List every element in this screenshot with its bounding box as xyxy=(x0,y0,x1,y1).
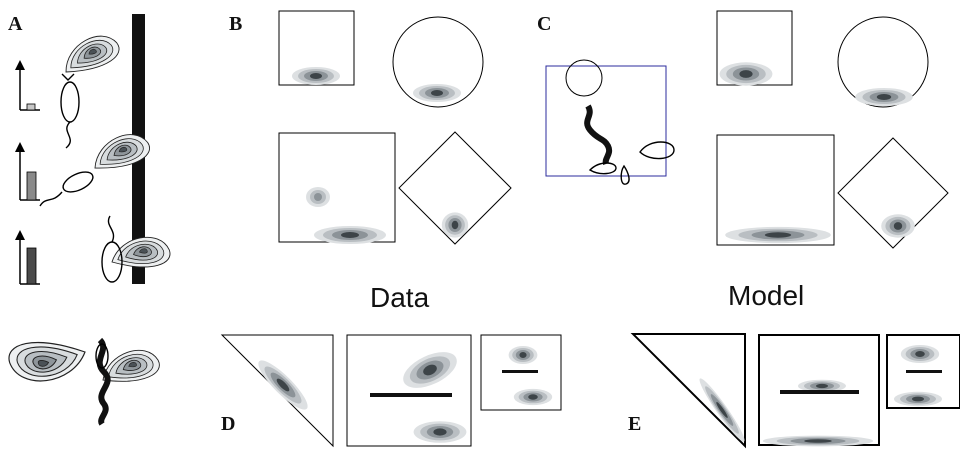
arrow-up-icon xyxy=(15,230,40,285)
panel-label-d: D xyxy=(221,413,235,435)
barrier-bar xyxy=(780,390,859,394)
arrow-up-icon xyxy=(15,60,40,111)
shape-large-square-arena xyxy=(278,132,396,243)
shape-large-square-arena xyxy=(716,134,835,246)
shape-square-arena xyxy=(346,334,472,447)
sensing-field-diagram xyxy=(8,337,163,426)
panel-c: C Model xyxy=(537,10,949,311)
shape-circle-arena xyxy=(392,16,484,108)
worm-diagram-1 xyxy=(15,28,124,149)
caption-model: Model xyxy=(728,280,804,311)
arrow-up-icon xyxy=(15,142,40,201)
worm-body xyxy=(96,337,111,426)
shape-square-arena xyxy=(278,10,355,86)
model-sensor-circle xyxy=(565,59,603,97)
barrier-bar xyxy=(370,393,452,397)
panel-e: E xyxy=(628,333,960,449)
barrier-bar xyxy=(906,370,942,373)
worm-body xyxy=(60,81,80,123)
shape-small-square-arena xyxy=(480,334,562,411)
shape-diamond-arena xyxy=(398,131,512,245)
worm-body xyxy=(584,104,613,165)
shape-triangle-arena xyxy=(630,333,746,449)
panel-b: B Data xyxy=(229,10,512,313)
panel-label-b: B xyxy=(229,13,242,35)
panel-label-a: A xyxy=(8,13,23,35)
panel-label-e: E xyxy=(628,413,641,435)
panel-label-c: C xyxy=(537,13,551,35)
panel-a: A xyxy=(8,13,172,426)
worm-body xyxy=(62,171,94,193)
barrier-bar xyxy=(502,370,538,373)
model-arena-frame xyxy=(545,65,667,177)
panel-d: D xyxy=(220,334,562,448)
shape-small-square-arena xyxy=(886,334,960,409)
worm-diagram-2 xyxy=(15,128,154,207)
caption-data: Data xyxy=(370,282,430,313)
shape-diamond-arena xyxy=(837,137,949,249)
worm-diagram-3 xyxy=(15,215,172,285)
shape-circle-arena xyxy=(837,16,929,108)
